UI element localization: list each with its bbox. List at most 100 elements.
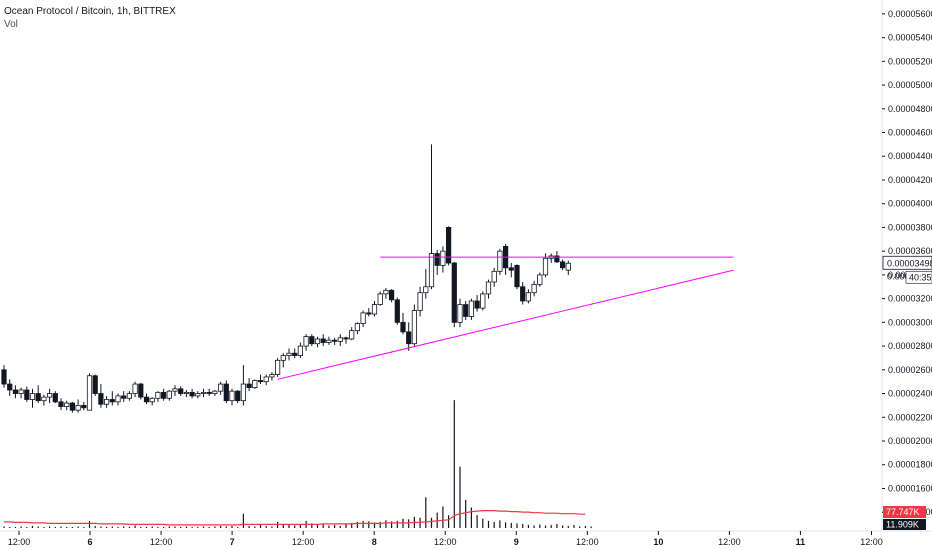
- candle-body: [406, 331, 412, 345]
- candle: [195, 391, 201, 399]
- candle: [314, 336, 321, 348]
- candle: [388, 289, 395, 303]
- candle-body: [86, 375, 93, 411]
- candle-body: [445, 227, 452, 264]
- candle-body: [12, 389, 18, 394]
- candle-body: [331, 339, 338, 342]
- price-tick-label: 0.00004200: [888, 175, 932, 185]
- candle-body: [52, 393, 58, 403]
- candle-body: [434, 253, 440, 266]
- time-tick-label: 12:00: [8, 537, 31, 547]
- volume-indicator-label[interactable]: Vol: [4, 19, 18, 30]
- candle: [24, 386, 30, 402]
- candle: [292, 348, 298, 358]
- candle-body: [508, 267, 514, 271]
- candle: [360, 310, 366, 328]
- candle: [212, 389, 218, 396]
- chart-legend: Ocean Protocol / Bitcoin, 1h, BITTREX Vo…: [4, 5, 176, 31]
- candle: [35, 385, 41, 404]
- time-axis[interactable]: 12:00 6 12:00 7 12:00 8 12:00 9 12:00 10 12:00 11 12…: [0, 530, 932, 547]
- candle: [217, 381, 224, 395]
- svg-text:77.747K: 77.747K: [886, 507, 920, 517]
- time-tick-label: 12:00: [434, 537, 457, 547]
- candle-body: [542, 257, 549, 276]
- candle-body: [383, 289, 389, 295]
- candle-body: [440, 250, 446, 266]
- candle-body: [326, 339, 332, 343]
- candle: [64, 400, 70, 411]
- candle: [297, 342, 304, 358]
- candle: [52, 391, 58, 404]
- price-tick-label: 0.00005000: [888, 80, 932, 90]
- support-trendline: [277, 269, 734, 380]
- time-tick-label: 12:00: [860, 537, 883, 547]
- candle: [497, 248, 503, 275]
- candle-body: [320, 338, 326, 343]
- trendlines-layer: [277, 256, 734, 380]
- price-tick-label: 0.00001800: [888, 460, 932, 470]
- candle: [75, 399, 81, 413]
- candle: [337, 334, 343, 347]
- volume-ma-line: [4, 510, 586, 526]
- candle-body: [349, 330, 355, 340]
- candle-body: [309, 336, 315, 345]
- candle-body: [155, 391, 161, 399]
- candle: [263, 374, 269, 386]
- candle: [508, 263, 514, 278]
- candle-body: [525, 292, 532, 302]
- svg-text:40:35: 40:35: [909, 272, 932, 282]
- candle-body: [58, 401, 64, 408]
- candle: [377, 291, 383, 306]
- partial-price-tag: 0.000: [887, 271, 910, 281]
- volume-tag: 11.909K: [883, 519, 926, 530]
- candle-body: [565, 262, 571, 271]
- candle: [86, 373, 93, 411]
- candle: [7, 379, 13, 396]
- candle: [29, 388, 36, 408]
- candle-body: [217, 383, 224, 392]
- candle: [423, 268, 429, 299]
- candle-body: [29, 393, 36, 400]
- symbol-title[interactable]: Ocean Protocol / Bitcoin, 1h, BITTREX: [4, 6, 176, 17]
- candle-body: [280, 355, 286, 361]
- price-tick-label: 0.00005400: [888, 33, 932, 43]
- candle-body: [69, 402, 75, 411]
- price-tick-label: 0.00004000: [888, 199, 932, 209]
- candle-body: [366, 312, 372, 315]
- candle: [47, 388, 53, 404]
- time-tick-label: 8: [372, 537, 377, 547]
- candle: [309, 334, 315, 347]
- candle-body: [394, 299, 400, 323]
- candle: [274, 357, 281, 377]
- candle-body: [126, 393, 132, 399]
- candle-body: [474, 300, 480, 309]
- candle-body: [166, 390, 172, 399]
- time-tick-label: 11: [796, 537, 806, 547]
- time-tick-label: 12:00: [718, 537, 741, 547]
- candle-body: [98, 393, 104, 405]
- candle: [149, 397, 155, 406]
- volume-layer: [3, 400, 592, 528]
- candle-body: [24, 389, 30, 400]
- candle-body: [138, 383, 144, 398]
- candle: [1, 365, 7, 388]
- candle-body: [354, 323, 361, 332]
- candle-body: [160, 391, 167, 399]
- candle-body: [337, 337, 343, 342]
- time-tick-label: 10: [653, 537, 663, 547]
- candle: [485, 279, 492, 299]
- candle-body: [104, 399, 110, 405]
- candle-body: [206, 391, 212, 394]
- candle: [531, 280, 537, 297]
- candle: [343, 336, 349, 344]
- candle: [172, 385, 178, 396]
- candle-body: [292, 352, 298, 356]
- candle: [371, 301, 378, 317]
- candle: [457, 298, 463, 328]
- candle: [98, 384, 104, 408]
- time-tick-label: 6: [88, 537, 93, 547]
- candle-body: [343, 337, 349, 340]
- price-tick-label: 0.00003600: [888, 246, 932, 256]
- time-tick-label: 12:00: [292, 537, 315, 547]
